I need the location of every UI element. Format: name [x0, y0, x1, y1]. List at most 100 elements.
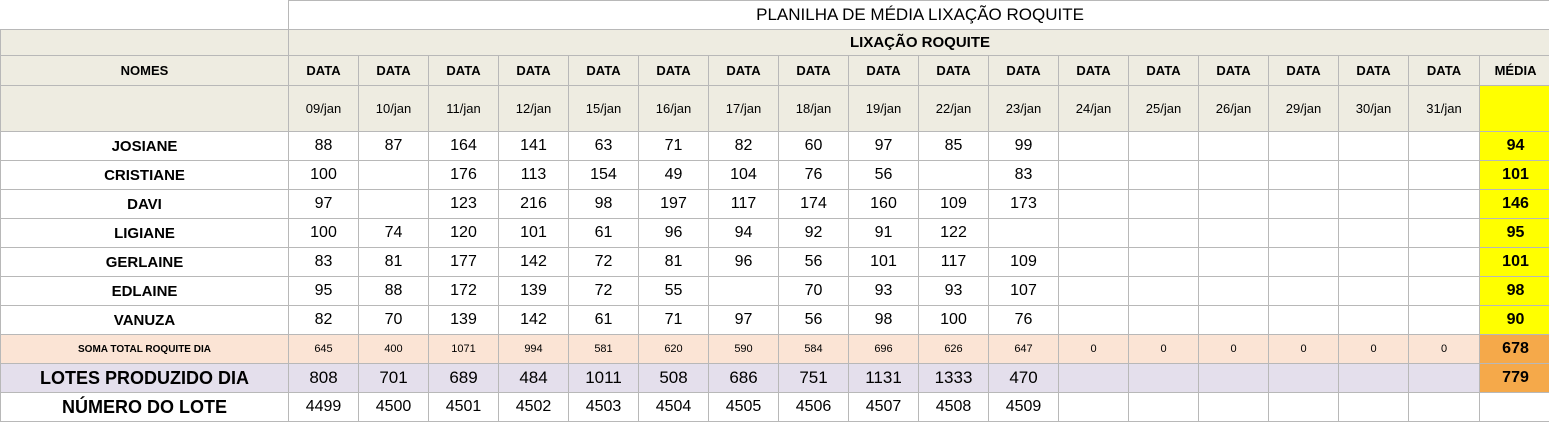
value-cell: 173 — [989, 190, 1059, 219]
value-cell — [989, 219, 1059, 248]
soma-media-cell: 678 — [1480, 335, 1549, 364]
value-cell: 76 — [779, 161, 849, 190]
value-cell — [359, 161, 429, 190]
value-cell — [1129, 306, 1199, 335]
media-cell: 95 — [1480, 219, 1549, 248]
data-header: DATA — [429, 56, 499, 86]
value-cell: 104 — [709, 161, 779, 190]
page-title: PLANILHA DE MÉDIA LIXAÇÃO ROQUITE — [289, 1, 1549, 30]
value-cell: 176 — [429, 161, 499, 190]
value-cell: 96 — [639, 219, 709, 248]
value-cell: 63 — [569, 132, 639, 161]
media-cell: 90 — [1480, 306, 1549, 335]
date-cell: 30/jan — [1339, 86, 1409, 132]
soma-label: SOMA TOTAL ROQUITE DIA — [1, 335, 289, 364]
lotes-cell: 1333 — [919, 364, 989, 393]
numero-lote-cell — [1409, 393, 1480, 422]
value-cell — [1269, 161, 1339, 190]
value-cell: 81 — [359, 248, 429, 277]
value-cell: 83 — [289, 248, 359, 277]
data-header: DATA — [289, 56, 359, 86]
value-cell: 141 — [499, 132, 569, 161]
value-cell: 216 — [499, 190, 569, 219]
section-subtitle: LIXAÇÃO ROQUITE — [289, 30, 1549, 56]
soma-cell: 584 — [779, 335, 849, 364]
value-cell: 97 — [849, 132, 919, 161]
value-cell: 96 — [709, 248, 779, 277]
data-header: DATA — [569, 56, 639, 86]
value-cell: 61 — [569, 306, 639, 335]
value-cell — [1059, 219, 1129, 248]
value-cell — [1409, 248, 1480, 277]
media-header: MÉDIA — [1480, 56, 1549, 86]
value-cell: 93 — [919, 277, 989, 306]
date-cell: 31/jan — [1409, 86, 1480, 132]
lotes-cell — [1129, 364, 1199, 393]
value-cell: 120 — [429, 219, 499, 248]
lotes-label: LOTES PRODUZIDO DIA — [1, 364, 289, 393]
value-cell — [1409, 277, 1480, 306]
value-cell — [1129, 132, 1199, 161]
value-cell: 122 — [919, 219, 989, 248]
media-cell: 146 — [1480, 190, 1549, 219]
soma-cell: 0 — [1199, 335, 1269, 364]
value-cell — [1339, 132, 1409, 161]
data-header: DATA — [779, 56, 849, 86]
value-cell — [1059, 306, 1129, 335]
numero-lote-cell — [1059, 393, 1129, 422]
date-cell: 09/jan — [289, 86, 359, 132]
value-cell: 100 — [289, 219, 359, 248]
value-cell: 197 — [639, 190, 709, 219]
value-cell — [919, 161, 989, 190]
numero-lote-cell — [1339, 393, 1409, 422]
value-cell: 117 — [709, 190, 779, 219]
soma-cell: 0 — [1339, 335, 1409, 364]
value-cell — [1059, 161, 1129, 190]
value-cell — [1269, 132, 1339, 161]
value-cell: 154 — [569, 161, 639, 190]
soma-cell: 0 — [1059, 335, 1129, 364]
value-cell: 142 — [499, 248, 569, 277]
numero-lote-cell: 4504 — [639, 393, 709, 422]
value-cell — [1339, 306, 1409, 335]
media-cell: 101 — [1480, 248, 1549, 277]
value-cell: 71 — [639, 132, 709, 161]
value-cell — [1129, 190, 1199, 219]
value-cell: 88 — [359, 277, 429, 306]
value-cell: 81 — [639, 248, 709, 277]
value-cell — [1409, 219, 1480, 248]
employee-name: LIGIANE — [1, 219, 289, 248]
numero-lote-cell: 4507 — [849, 393, 919, 422]
value-cell — [1339, 277, 1409, 306]
value-cell: 99 — [989, 132, 1059, 161]
value-cell: 91 — [849, 219, 919, 248]
soma-cell: 645 — [289, 335, 359, 364]
data-header: DATA — [1269, 56, 1339, 86]
data-header: DATA — [1129, 56, 1199, 86]
value-cell: 109 — [989, 248, 1059, 277]
value-cell: 82 — [709, 132, 779, 161]
media-cell: 98 — [1480, 277, 1549, 306]
value-cell: 98 — [569, 190, 639, 219]
date-cell: 11/jan — [429, 86, 499, 132]
lotes-cell: 470 — [989, 364, 1059, 393]
media-cell: 101 — [1480, 161, 1549, 190]
value-cell — [1269, 219, 1339, 248]
soma-cell: 647 — [989, 335, 1059, 364]
date-cell: 18/jan — [779, 86, 849, 132]
value-cell: 95 — [289, 277, 359, 306]
value-cell — [709, 277, 779, 306]
value-cell — [1339, 161, 1409, 190]
value-cell: 56 — [779, 306, 849, 335]
value-cell: 72 — [569, 248, 639, 277]
value-cell — [1059, 248, 1129, 277]
numero-lote-cell: 4508 — [919, 393, 989, 422]
date-cell: 29/jan — [1269, 86, 1339, 132]
